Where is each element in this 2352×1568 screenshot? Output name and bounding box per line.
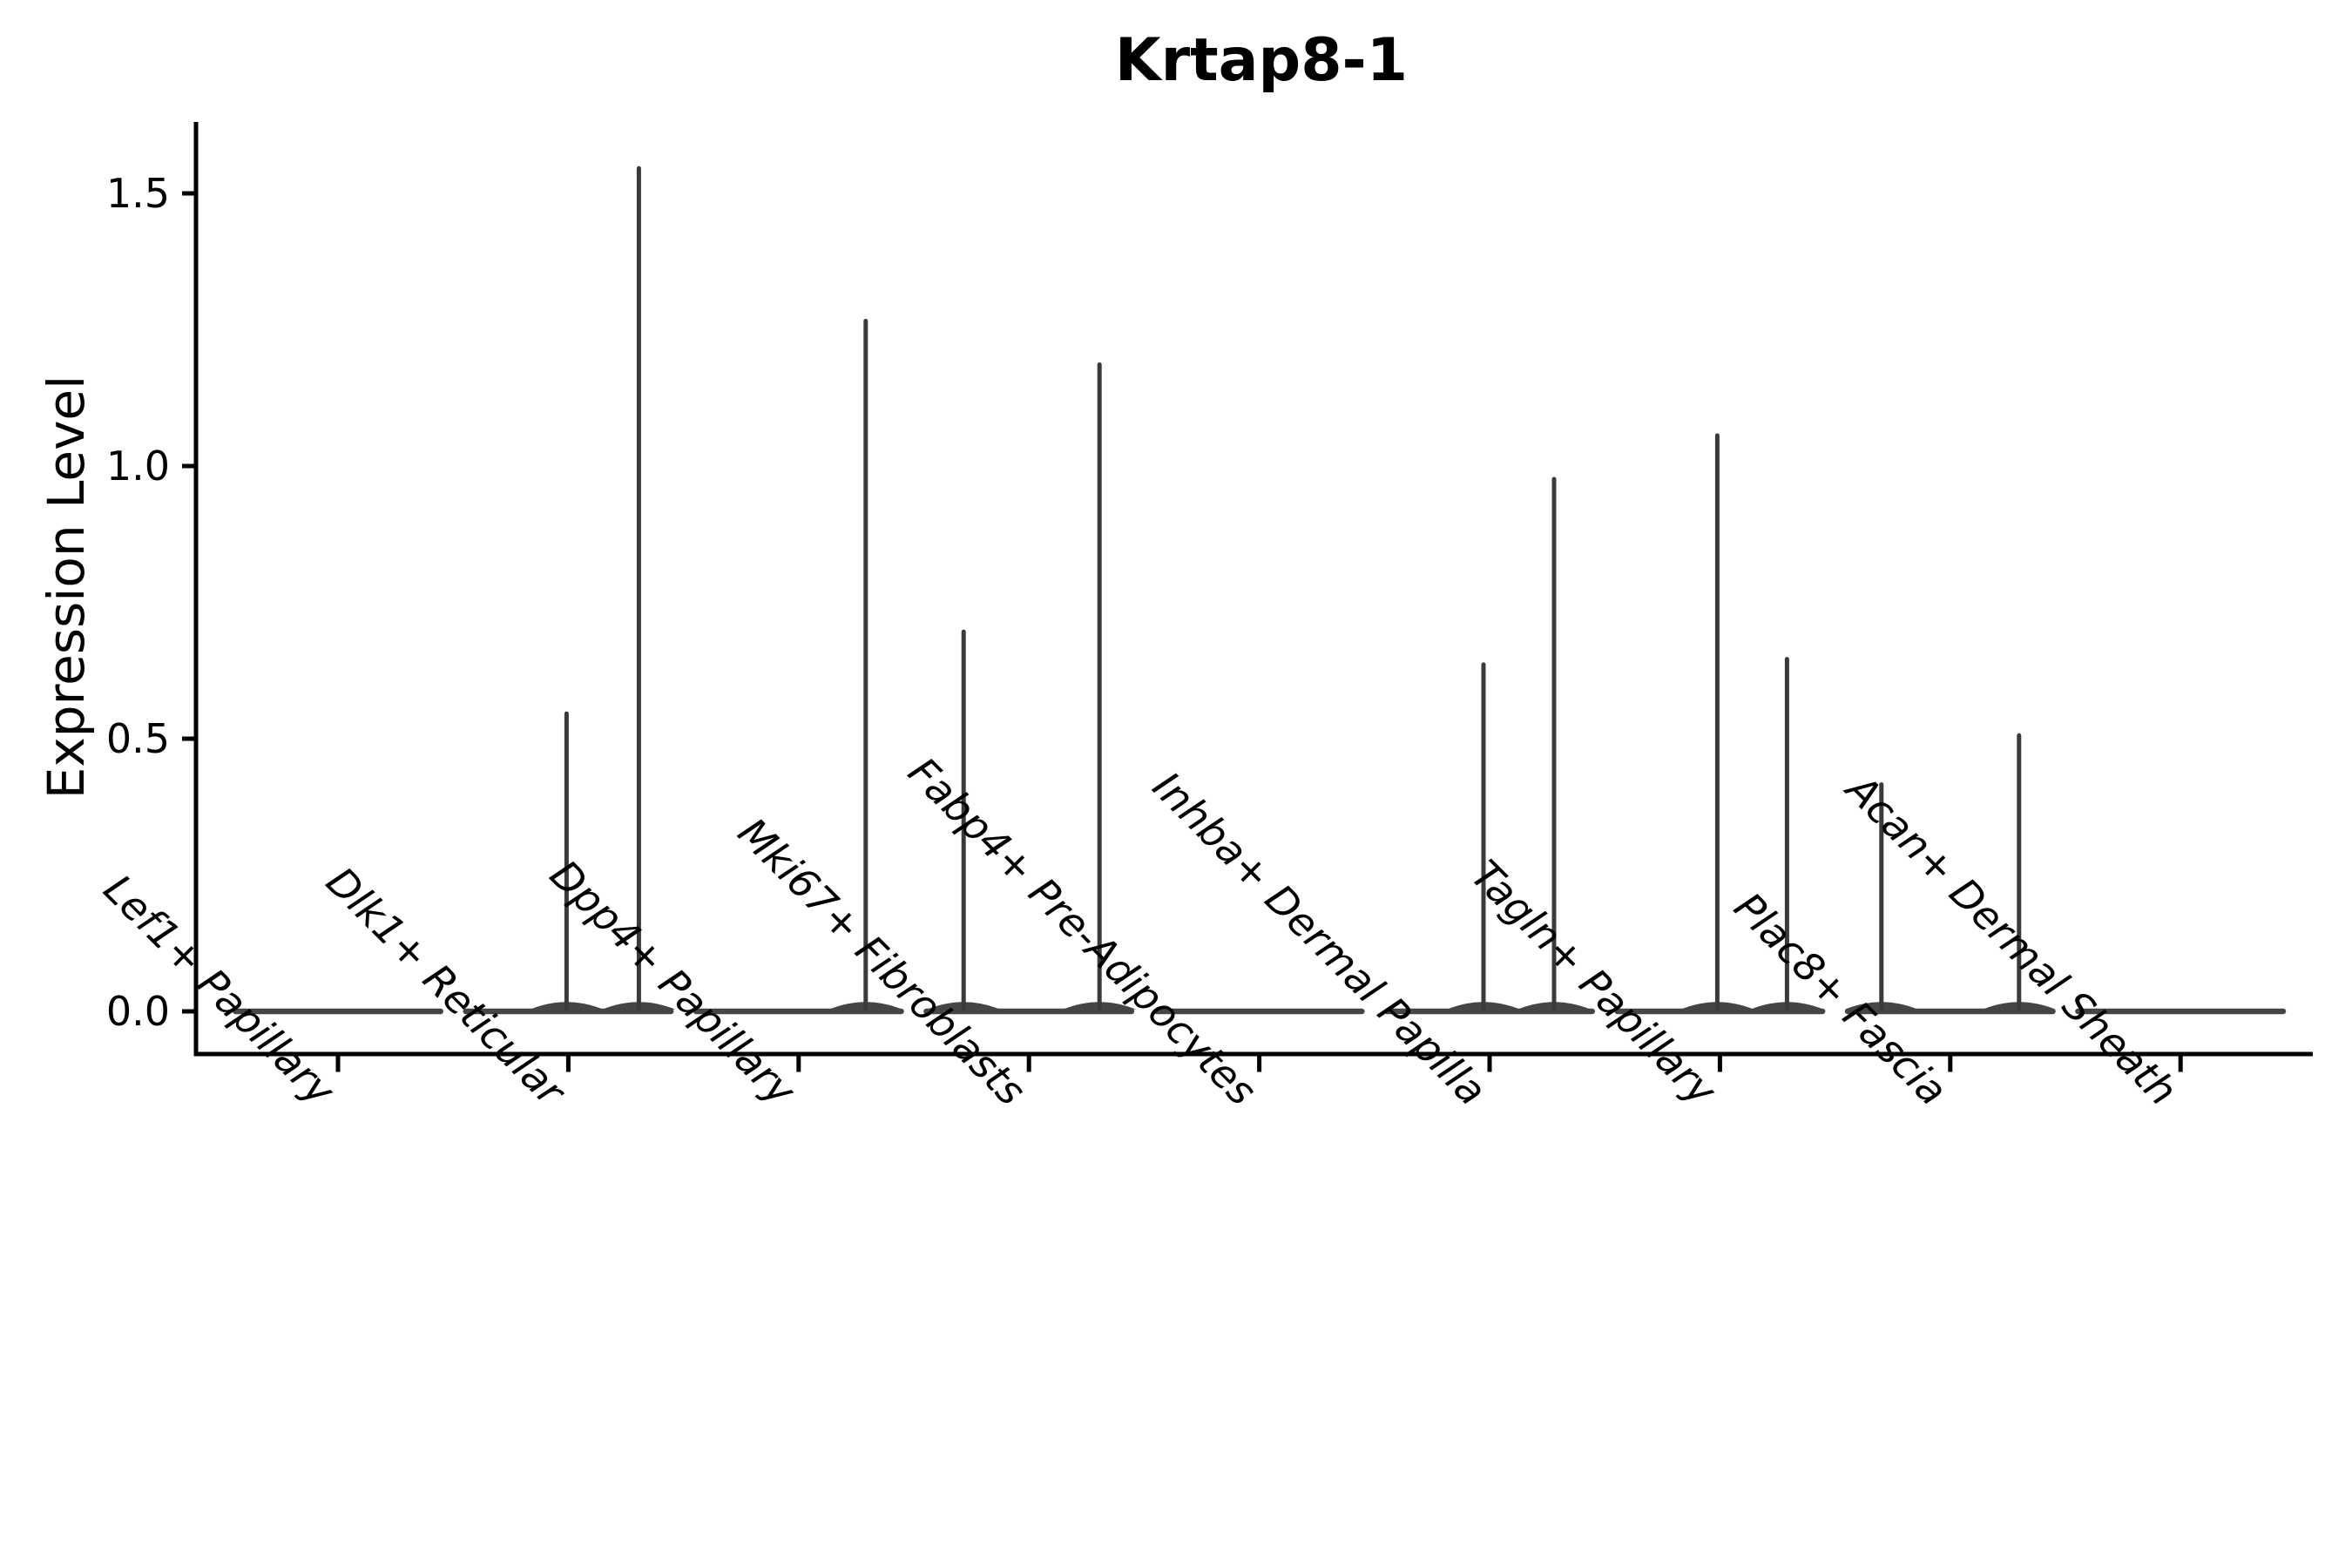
chart-title: Krtap8-1 — [1114, 26, 1409, 95]
violin-body — [463, 1008, 674, 1015]
violin-body — [1153, 1008, 1365, 1015]
violin-body — [233, 1008, 443, 1015]
y-tick-label: 1.0 — [106, 443, 170, 490]
y-tick-label: 1.5 — [106, 170, 170, 217]
violin-body — [1844, 1008, 2056, 1015]
violin-body — [923, 1008, 1135, 1015]
violin-body — [2075, 1008, 2287, 1015]
violin-body — [1384, 1008, 1595, 1015]
y-tick-label: 0.0 — [106, 988, 170, 1035]
violin-body — [693, 1008, 904, 1015]
violin-body — [1614, 1008, 1826, 1015]
y-tick-label: 0.5 — [106, 715, 170, 762]
